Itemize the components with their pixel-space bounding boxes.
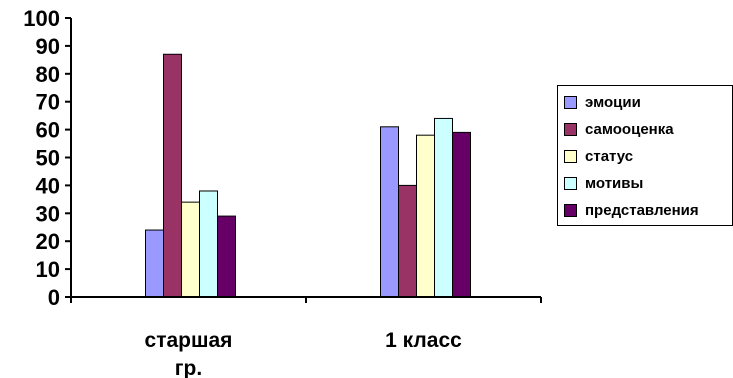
y-tick-label: 100 [23, 6, 60, 31]
legend-item: эмоции [564, 92, 641, 112]
bar-1-2 [163, 53, 182, 298]
y-tick-label: 50 [36, 146, 60, 171]
y-tick-label: 80 [36, 62, 60, 87]
chart-legend: эмоции самооценка статус мотивы представлени… [557, 85, 733, 226]
bar-2-5 [452, 131, 471, 298]
y-tick-label: 60 [36, 118, 60, 143]
bar-1-1 [145, 229, 164, 298]
legend-swatch [564, 149, 577, 163]
legend-item: представления [564, 200, 699, 220]
y-tick-label: 10 [36, 257, 60, 282]
x-category-label-line: старшая [145, 329, 233, 352]
y-tick-label: 90 [36, 34, 60, 59]
legend-item: статус [564, 146, 633, 166]
legend-label: статус [585, 147, 634, 165]
legend-swatch [564, 176, 577, 190]
legend-item: мотивы [564, 173, 643, 193]
bar-1-4 [199, 190, 218, 298]
bar-1-3 [181, 201, 200, 298]
bar-2-1 [380, 126, 399, 298]
bar-1-5 [217, 215, 236, 298]
legend-swatch [564, 203, 577, 217]
y-tick-label: 20 [36, 229, 60, 254]
bar-2-2 [398, 184, 417, 298]
x-category-label: 1 класс [385, 329, 462, 352]
x-category-label-line: гр. [175, 357, 202, 378]
legend-label: эмоции [585, 93, 641, 111]
legend-label: представления [585, 201, 699, 219]
bar-2-4 [434, 117, 453, 298]
legend-swatch [564, 95, 577, 109]
x-category-label: старшая гр. [145, 329, 233, 378]
legend-label: самооценка [585, 120, 674, 138]
y-tick-label: 0 [48, 285, 60, 310]
legend-label: мотивы [585, 174, 644, 192]
legend-item: самооценка [564, 119, 674, 139]
legend-swatch [564, 122, 577, 136]
y-tick-label: 40 [36, 173, 60, 198]
bar-2-3 [416, 134, 435, 298]
y-tick-label: 30 [36, 201, 60, 226]
x-category-label-line: 1 класс [385, 329, 462, 352]
y-tick-label: 70 [36, 90, 60, 115]
